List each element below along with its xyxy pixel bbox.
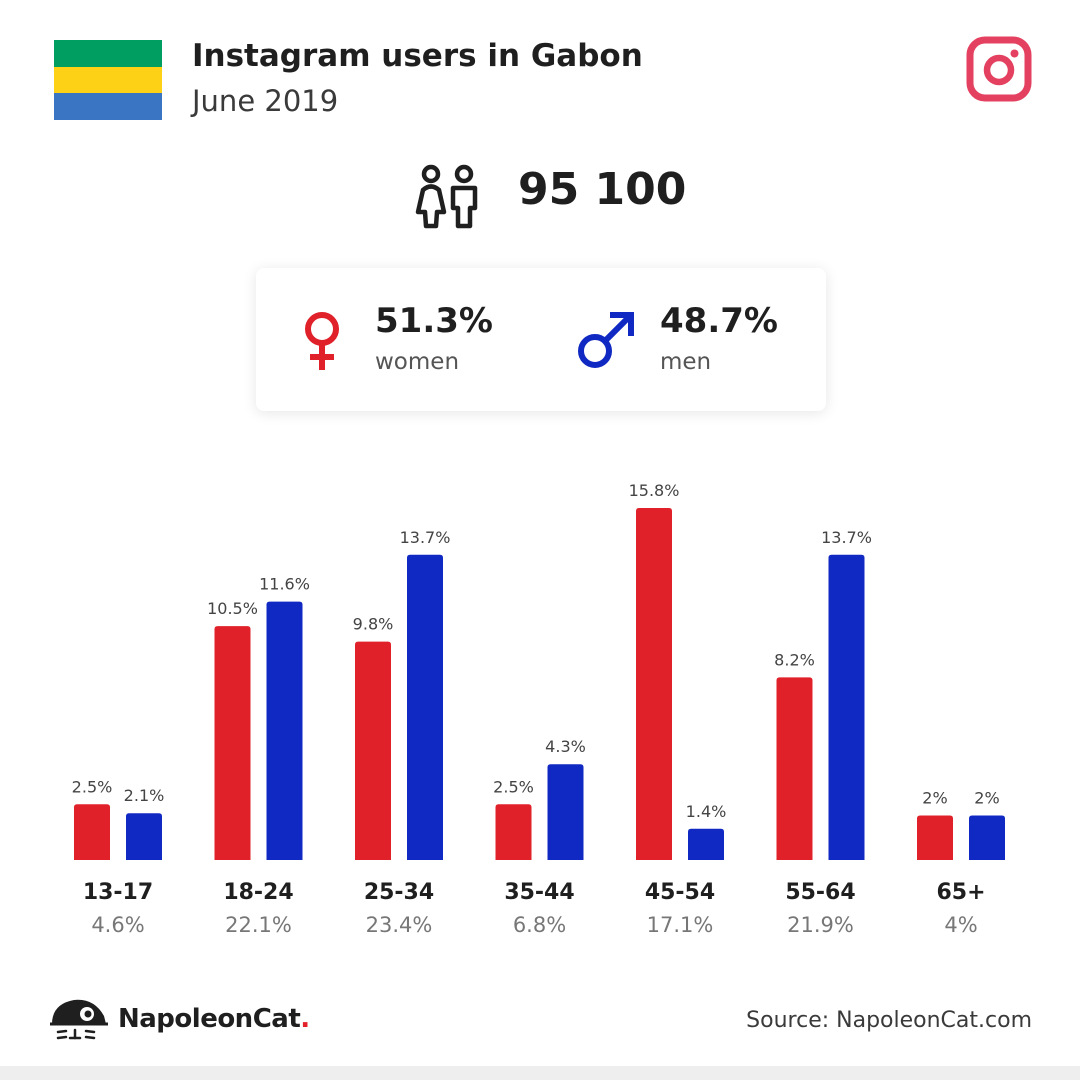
napoleoncat-logo-icon (50, 999, 108, 1040)
age-group-label-65-: 65+ (936, 880, 985, 905)
flag-stripe-yellow (54, 66, 162, 94)
gabon-flag-icon (54, 40, 162, 120)
bar-55-64-series-2 (828, 554, 865, 860)
bar-value-label-18-24-series-1: 10.5% (207, 599, 258, 618)
age-group-label-25-34: 25-34 (364, 880, 434, 905)
age-group-label-35-44: 35-44 (504, 880, 574, 905)
bar-13-17-series-1 (74, 804, 110, 860)
source-text: Source: NapoleonCat.com (746, 1008, 1032, 1033)
bar-value-label-45-54-series-1: 15.8% (629, 481, 680, 500)
footer-band (0, 1066, 1080, 1080)
brand-name: NapoleonCat. (118, 1004, 310, 1034)
bar-value-label-25-34-series-1: 9.8% (353, 615, 394, 634)
women-percentage: 51.3% (375, 301, 493, 341)
bar-value-label-45-54-series-2: 1.4% (686, 802, 727, 821)
bar-18-24-series-2 (266, 601, 303, 860)
bar-value-label-35-44-series-1: 2.5% (493, 777, 534, 796)
bar-25-34-series-2 (407, 554, 443, 860)
bar-value-label-25-34-series-2: 13.7% (400, 528, 451, 547)
men-label: men (660, 349, 712, 375)
total-users: 95 100 (518, 164, 687, 215)
age-group-total-65-: 4% (944, 913, 977, 937)
female-symbol-icon (305, 312, 339, 370)
bar-45-54-series-2 (688, 828, 724, 860)
flag-stripe-blue (54, 93, 162, 120)
age-group-label-45-54: 45-54 (645, 880, 715, 905)
brand-text: NapoleonCat (118, 1004, 301, 1034)
brand-dot: . (300, 1004, 310, 1034)
instagram-icon (966, 36, 1032, 102)
bar-value-label-65--series-1: 2% (922, 788, 947, 807)
bar-value-label-55-64-series-1: 8.2% (774, 650, 815, 669)
bar-value-label-55-64-series-2: 13.7% (821, 528, 872, 547)
age-group-label-18-24: 18-24 (223, 880, 293, 905)
age-group-total-55-64: 21.9% (787, 913, 854, 937)
bar-65--series-1 (917, 815, 953, 860)
page-title: Instagram users in Gabon (192, 38, 643, 74)
bar-13-17-series-2 (126, 813, 162, 860)
male-symbol-icon (578, 312, 634, 368)
flag-stripe-green (54, 40, 162, 67)
page-subtitle: June 2019 (192, 84, 339, 118)
age-group-total-25-34: 23.4% (366, 913, 433, 937)
bar-35-44-series-1 (495, 804, 532, 860)
bar-45-54-series-1 (636, 508, 672, 860)
people-icon (415, 164, 478, 229)
bar-65--series-2 (969, 815, 1005, 860)
bar-35-44-series-2 (547, 764, 584, 860)
age-group-total-18-24: 22.1% (225, 913, 292, 937)
age-group-total-35-44: 6.8% (513, 913, 566, 937)
bar-value-label-18-24-series-2: 11.6% (259, 575, 310, 594)
women-label: women (375, 349, 460, 375)
bar-value-label-35-44-series-2: 4.3% (545, 737, 586, 756)
gender-card: 51.3% women 48.7% men (256, 268, 826, 411)
bar-value-label-13-17-series-2: 2.1% (124, 786, 165, 805)
age-group-total-45-54: 17.1% (647, 913, 714, 937)
age-group-total-13-17: 4.6% (91, 913, 144, 937)
bar-value-label-65--series-2: 2% (974, 788, 999, 807)
bar-25-34-series-1 (355, 641, 391, 860)
men-percentage: 48.7% (660, 301, 778, 341)
bar-value-label-13-17-series-1: 2.5% (72, 777, 113, 796)
age-group-label-55-64: 55-64 (785, 880, 855, 905)
bar-18-24-series-1 (214, 626, 251, 860)
bar-55-64-series-1 (776, 677, 813, 860)
age-group-label-13-17: 13-17 (83, 880, 153, 905)
